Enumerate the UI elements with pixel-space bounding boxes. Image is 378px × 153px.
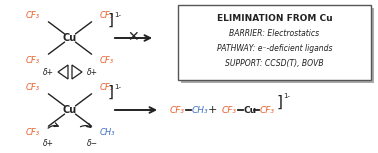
Text: δ+: δ+ bbox=[42, 67, 54, 76]
Text: δ−: δ− bbox=[87, 140, 98, 149]
Text: +: + bbox=[207, 105, 217, 115]
Text: SUPPORT: CCSD(T), BOVB: SUPPORT: CCSD(T), BOVB bbox=[225, 59, 324, 68]
FancyBboxPatch shape bbox=[178, 5, 371, 80]
Text: δ+: δ+ bbox=[42, 140, 54, 149]
Text: CF₃: CF₃ bbox=[100, 11, 114, 20]
Text: Cu: Cu bbox=[63, 105, 77, 115]
Text: CF₃: CF₃ bbox=[26, 128, 40, 137]
Text: 1-: 1- bbox=[283, 93, 290, 99]
Text: CF₃: CF₃ bbox=[26, 83, 40, 92]
Text: CH₃: CH₃ bbox=[192, 106, 209, 114]
Text: BARRIER: Electrostatics: BARRIER: Electrostatics bbox=[229, 29, 319, 38]
Text: ELIMINATION FROM Cu: ELIMINATION FROM Cu bbox=[217, 14, 332, 23]
Text: Cu: Cu bbox=[63, 33, 77, 43]
Text: 1-: 1- bbox=[114, 84, 121, 90]
Text: CF₃: CF₃ bbox=[26, 56, 40, 65]
Text: ]: ] bbox=[277, 95, 283, 110]
Text: ]: ] bbox=[108, 84, 114, 99]
Text: CF₃: CF₃ bbox=[260, 106, 275, 114]
FancyBboxPatch shape bbox=[181, 8, 374, 83]
Text: CF₃: CF₃ bbox=[100, 56, 114, 65]
Text: CF₃: CF₃ bbox=[26, 11, 40, 20]
Text: Cu: Cu bbox=[244, 106, 257, 114]
Text: ]: ] bbox=[108, 13, 114, 28]
Text: CF₃: CF₃ bbox=[222, 106, 237, 114]
Text: CH₃: CH₃ bbox=[100, 128, 116, 137]
Text: 1-: 1- bbox=[114, 12, 121, 18]
Text: ✕: ✕ bbox=[128, 30, 139, 44]
Text: CF₃: CF₃ bbox=[170, 106, 185, 114]
Text: δ+: δ+ bbox=[87, 67, 98, 76]
Text: CF₃: CF₃ bbox=[100, 83, 114, 92]
Text: PATHWAY: e⁻-deficient ligands: PATHWAY: e⁻-deficient ligands bbox=[217, 44, 332, 53]
